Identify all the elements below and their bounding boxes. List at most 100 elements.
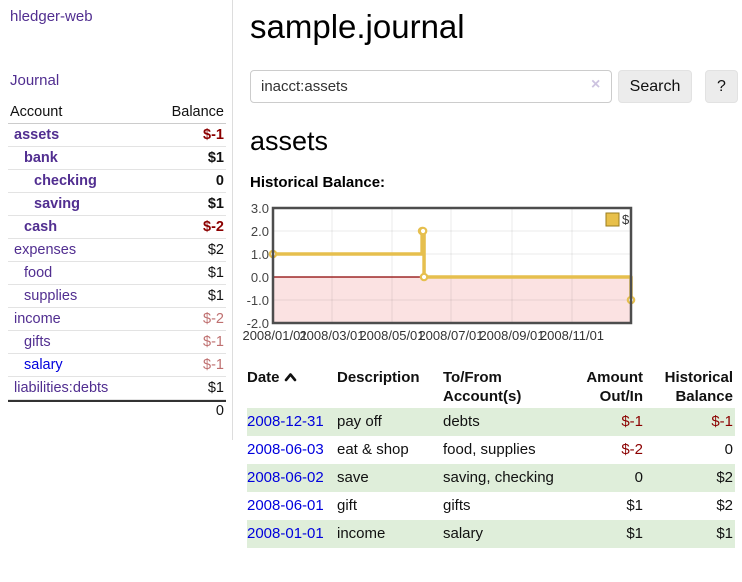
- account-balance: $2: [207, 242, 224, 258]
- transaction-accounts: debts: [443, 408, 565, 436]
- transaction-date-link[interactable]: 2008-06-03: [247, 441, 324, 458]
- legend-swatch: [605, 212, 620, 227]
- transaction-accounts: saving, checking: [443, 464, 565, 492]
- transaction-accounts: food, supplies: [443, 441, 536, 458]
- account-heading: assets: [250, 126, 329, 156]
- transaction-balance: 0: [724, 441, 733, 458]
- accounts-header-balance: Balance: [171, 104, 224, 120]
- transaction-balance: $2: [716, 497, 733, 514]
- help-button[interactable]: ?: [705, 70, 738, 103]
- account-balance: $1: [207, 380, 224, 396]
- account-link-food[interactable]: food: [24, 265, 53, 281]
- account-link-saving[interactable]: saving: [34, 196, 80, 212]
- account-balance: $-1: [203, 127, 224, 143]
- account-balance: $1: [207, 196, 224, 212]
- search-input[interactable]: [250, 70, 612, 103]
- transaction-description: income: [337, 520, 443, 548]
- account-link-expenses[interactable]: expenses: [14, 242, 77, 258]
- sidebar-item-journal[interactable]: Journal: [10, 72, 60, 89]
- transaction-accounts: salary: [443, 520, 565, 548]
- account-row-cash: cash $-2: [8, 216, 226, 239]
- account-link-gifts[interactable]: gifts: [24, 334, 51, 350]
- register-header-balance[interactable]: Historical Balance: [664, 369, 733, 405]
- account-link-cash[interactable]: cash: [24, 219, 58, 235]
- account-balance: $1: [207, 265, 224, 281]
- chart-border: [271, 206, 633, 325]
- clear-search-icon[interactable]: ×: [591, 76, 601, 93]
- account-row-salary: salary $-1: [8, 354, 226, 377]
- app-title-link[interactable]: hledger-web: [10, 8, 93, 25]
- account-link-salary[interactable]: salary: [24, 357, 63, 373]
- transaction-description: gift: [337, 497, 358, 514]
- transaction-balance: $-1: [645, 408, 735, 436]
- account-row-bank: bank $1: [8, 147, 226, 170]
- svg-text:2.0: 2.0: [251, 224, 269, 239]
- transaction-amount: $-2: [621, 441, 643, 458]
- register-header-row: Date Description To/From Account(s) Amou…: [247, 366, 735, 408]
- svg-text:2008/07/01: 2008/07/01: [418, 328, 483, 343]
- legend-label: $: [622, 212, 630, 227]
- transaction-date-link[interactable]: 2008-01-01: [247, 525, 324, 542]
- account-row-assets: assets $-1: [8, 124, 226, 147]
- account-balance: $1: [207, 150, 224, 166]
- account-link-liabilities-debts[interactable]: liabilities:debts: [14, 380, 109, 396]
- account-balance: $-1: [203, 334, 224, 350]
- account-row-supplies: supplies $1: [8, 285, 226, 308]
- account-link-bank[interactable]: bank: [24, 150, 58, 166]
- transaction-date-link[interactable]: 2008-12-31: [247, 413, 324, 430]
- account-row-expenses: expenses $2: [8, 239, 226, 262]
- svg-text:3.0: 3.0: [251, 201, 269, 216]
- register-header-description[interactable]: Description: [337, 369, 420, 386]
- accounts-table: Account Balance assets $-1 bank $1 check…: [8, 101, 226, 420]
- transaction-date-link[interactable]: 2008-06-02: [247, 469, 324, 486]
- account-balance: $1: [207, 288, 224, 304]
- chart-y-axis: 3.0 2.0 1.0 0.0 -1.0 -2.0: [247, 201, 269, 331]
- account-row-income: income $-2: [8, 308, 226, 331]
- svg-text:2008/03/01: 2008/03/01: [299, 328, 364, 343]
- register-table: Date Description To/From Account(s) Amou…: [247, 366, 735, 548]
- chart-heading: Historical Balance:: [250, 174, 386, 191]
- page-title: sample.journal: [250, 8, 465, 45]
- svg-text:0.0: 0.0: [251, 270, 269, 285]
- transaction-date-link[interactable]: 2008-06-01: [247, 497, 324, 514]
- register-header-amount[interactable]: Amount Out/In: [586, 369, 643, 405]
- sidebar: hledger-web Journal Account Balance asse…: [0, 0, 233, 440]
- transaction-accounts: gifts: [443, 497, 471, 514]
- chart-data-points: [268, 226, 636, 305]
- svg-text:2008/09/01: 2008/09/01: [479, 328, 544, 343]
- transaction-amount: $-1: [565, 408, 645, 436]
- register-row: 2008-06-01 gift gifts $1 $2: [247, 492, 735, 520]
- chart-legend: $: [605, 212, 630, 227]
- accounts-table-header: Account Balance: [8, 101, 226, 124]
- register-header-accounts[interactable]: To/From Account(s): [443, 369, 522, 405]
- transaction-description: eat & shop: [337, 441, 409, 458]
- accounts-header-account: Account: [10, 104, 63, 120]
- svg-text:2008/05/01: 2008/05/01: [359, 328, 424, 343]
- account-link-income[interactable]: income: [14, 311, 61, 327]
- sort-ascending-icon: [284, 368, 297, 387]
- account-row-gifts: gifts $-1: [8, 331, 226, 354]
- account-row-saving: saving $1: [8, 193, 226, 216]
- svg-text:2008/11/01: 2008/11/01: [540, 328, 604, 343]
- register-row: 2008-01-01 income salary $1 $1: [247, 520, 735, 548]
- svg-text:-1.0: -1.0: [247, 293, 269, 308]
- register-row: 2008-06-03 eat & shop food, supplies $-2…: [247, 436, 735, 464]
- historical-balance-chart: $ 3.0 2.0 1.0 0.0 -1.0 -2.0 2008/01/01 2…: [242, 200, 742, 350]
- account-link-checking[interactable]: checking: [34, 173, 97, 189]
- transaction-description: pay off: [337, 408, 443, 436]
- search-button[interactable]: Search: [618, 70, 692, 103]
- accounts-total-row: 0: [8, 400, 226, 420]
- accounts-total-value: 0: [215, 403, 224, 419]
- account-balance: $-2: [203, 311, 224, 327]
- account-link-supplies[interactable]: supplies: [24, 288, 78, 304]
- account-balance: $-1: [203, 357, 224, 373]
- chart-x-axis: 2008/01/01 2008/03/01 2008/05/01 2008/07…: [242, 328, 604, 343]
- transaction-amount: $1: [626, 497, 643, 514]
- svg-text:2008/01/01: 2008/01/01: [243, 328, 308, 343]
- transaction-balance: $1: [645, 520, 735, 548]
- register-header-date[interactable]: Date: [247, 366, 337, 408]
- account-link-assets[interactable]: assets: [14, 127, 60, 143]
- account-row-liabilities-debts: liabilities:debts $1: [8, 377, 226, 400]
- svg-text:1.0: 1.0: [251, 247, 269, 262]
- register-row: 2008-06-02 save saving, checking 0 $2: [247, 464, 735, 492]
